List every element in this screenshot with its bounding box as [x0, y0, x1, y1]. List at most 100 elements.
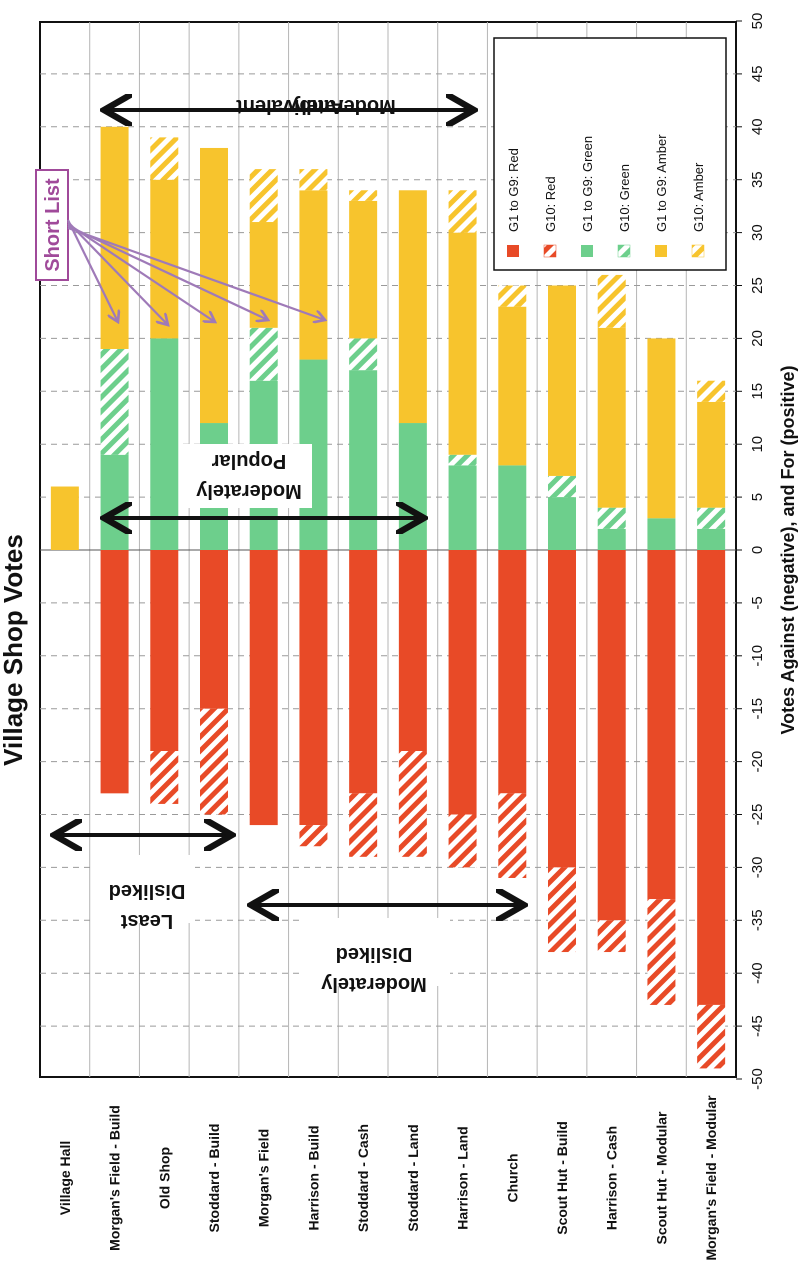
- bar-segment: [548, 550, 576, 868]
- x-axis-label: Votes Against (negative), and For (posit…: [778, 365, 798, 734]
- x-tick-label: 45: [749, 66, 766, 83]
- legend-swatch: [543, 244, 557, 258]
- x-tick-label: -35: [749, 909, 766, 931]
- bar-segment: [448, 814, 477, 868]
- category-label: Morgan's Field - Build: [107, 1105, 123, 1251]
- bar-segment: [200, 550, 228, 709]
- x-tick-label: -40: [749, 962, 766, 984]
- category-label: Scout Hut - Build: [554, 1121, 570, 1235]
- x-tick-label: 10: [749, 436, 766, 453]
- annotations: Short List Moderately Ambivalent Moderat…: [35, 95, 520, 995]
- x-tick-label: 0: [749, 546, 766, 554]
- legend-swatch: [691, 244, 705, 258]
- x-tick-label: -15: [749, 698, 766, 720]
- bar-segment: [697, 507, 726, 529]
- bar-segment: [647, 550, 676, 900]
- bar-segment: [548, 475, 576, 498]
- bar-segment: [597, 920, 626, 953]
- bar-segment: [100, 454, 129, 550]
- bar-segment: [448, 465, 477, 550]
- bar-segment: [448, 190, 477, 233]
- bar-segment: [498, 285, 527, 307]
- x-tick-label: 20: [749, 330, 766, 347]
- x-tick-label: 5: [749, 493, 766, 501]
- bar-segment: [349, 793, 378, 857]
- category-label: Stoddard - Build: [206, 1124, 222, 1233]
- bar-segment: [150, 137, 179, 180]
- least-disliked-label-line1: Least: [121, 910, 174, 932]
- bar-segment: [647, 338, 676, 519]
- x-tick-label: -30: [749, 857, 766, 879]
- bar-segment: [398, 751, 427, 857]
- category-label: Church: [504, 1154, 520, 1203]
- bar-segment: [448, 454, 477, 466]
- x-tick-label: -25: [749, 804, 766, 826]
- ambivalent-label-line2: Ambivalent: [236, 95, 344, 117]
- category-label: Old Shop: [156, 1147, 172, 1209]
- bar-segment: [498, 465, 527, 550]
- bar-segment: [597, 550, 626, 921]
- popular-label-line1: Moderately: [195, 480, 301, 502]
- bar-segment: [349, 370, 378, 550]
- x-tick-label: 15: [749, 383, 766, 400]
- x-tick-label: -45: [749, 1015, 766, 1037]
- x-tick-label: -20: [749, 751, 766, 773]
- bar-segment: [299, 550, 328, 826]
- bar-segment: [697, 401, 726, 508]
- bar-segment: [398, 190, 427, 424]
- bar-segment: [299, 169, 328, 191]
- popular-label-line2: Popular: [212, 450, 287, 472]
- category-label: Stoddard - Land: [405, 1124, 421, 1231]
- bar-segment: [697, 1004, 726, 1069]
- bar-segment: [697, 528, 726, 550]
- bar-segment: [249, 169, 278, 223]
- bar-segment: [299, 825, 328, 847]
- moderately-disliked-label-line1: Moderately: [320, 973, 426, 995]
- popular-label-bg: [180, 444, 312, 508]
- bar-segment: [100, 348, 129, 455]
- x-tick-label: 40: [749, 118, 766, 135]
- bar-segment: [448, 550, 477, 815]
- x-tick-labels: -50-45-40-35-30-25-20-15-10-505101520253…: [736, 13, 766, 1090]
- bar-segment: [448, 232, 477, 455]
- x-tick-label: -50: [749, 1068, 766, 1090]
- least-disliked-label-line2: Disliked: [109, 880, 186, 902]
- bar-segment: [597, 274, 626, 328]
- moderately-disliked-label-bg: [300, 918, 450, 986]
- short-list-label: Short List: [42, 178, 64, 272]
- bar-segment: [697, 380, 726, 402]
- bar-segment: [398, 423, 427, 550]
- category-label: Village Hall: [57, 1141, 73, 1215]
- bar-segment: [548, 285, 576, 476]
- bar-segment: [50, 486, 79, 550]
- bar-segment: [398, 550, 427, 752]
- category-label: Harrison - Cash: [604, 1126, 620, 1230]
- legend-entry: G10: Green: [617, 164, 632, 232]
- bar-segment: [249, 327, 278, 381]
- short-list-arrows: [67, 219, 325, 325]
- bar-segment: [299, 190, 328, 360]
- bar-segment: [697, 550, 726, 1005]
- least-disliked-label-bg: [95, 855, 195, 923]
- legend: G1 to G9: Red G10: Red G1 to G9: Green G10:…: [493, 37, 727, 271]
- category-label: Scout Hut - Modular: [653, 1111, 669, 1245]
- legend-swatch: [655, 245, 667, 257]
- legend-entry: G1 to G9: Green: [580, 136, 595, 232]
- x-tick-label: 50: [749, 13, 766, 30]
- bar-segment: [249, 222, 278, 328]
- bar-segment: [349, 550, 378, 794]
- legend-entry: G10: Red: [543, 176, 558, 232]
- x-tick-label: 30: [749, 224, 766, 241]
- ambivalent-label-line1: Moderately: [289, 95, 395, 117]
- bar-segment: [597, 327, 626, 508]
- bar-segment: [349, 190, 378, 201]
- bar-segment: [349, 338, 378, 371]
- bar-segment: [100, 550, 129, 794]
- category-label: Harrison - Land: [455, 1126, 471, 1229]
- x-tick-label: 35: [749, 171, 766, 188]
- bar-segment: [597, 528, 626, 550]
- bar-segment: [647, 518, 676, 550]
- bar-segment: [200, 708, 228, 815]
- x-tick-label: -5: [749, 596, 766, 609]
